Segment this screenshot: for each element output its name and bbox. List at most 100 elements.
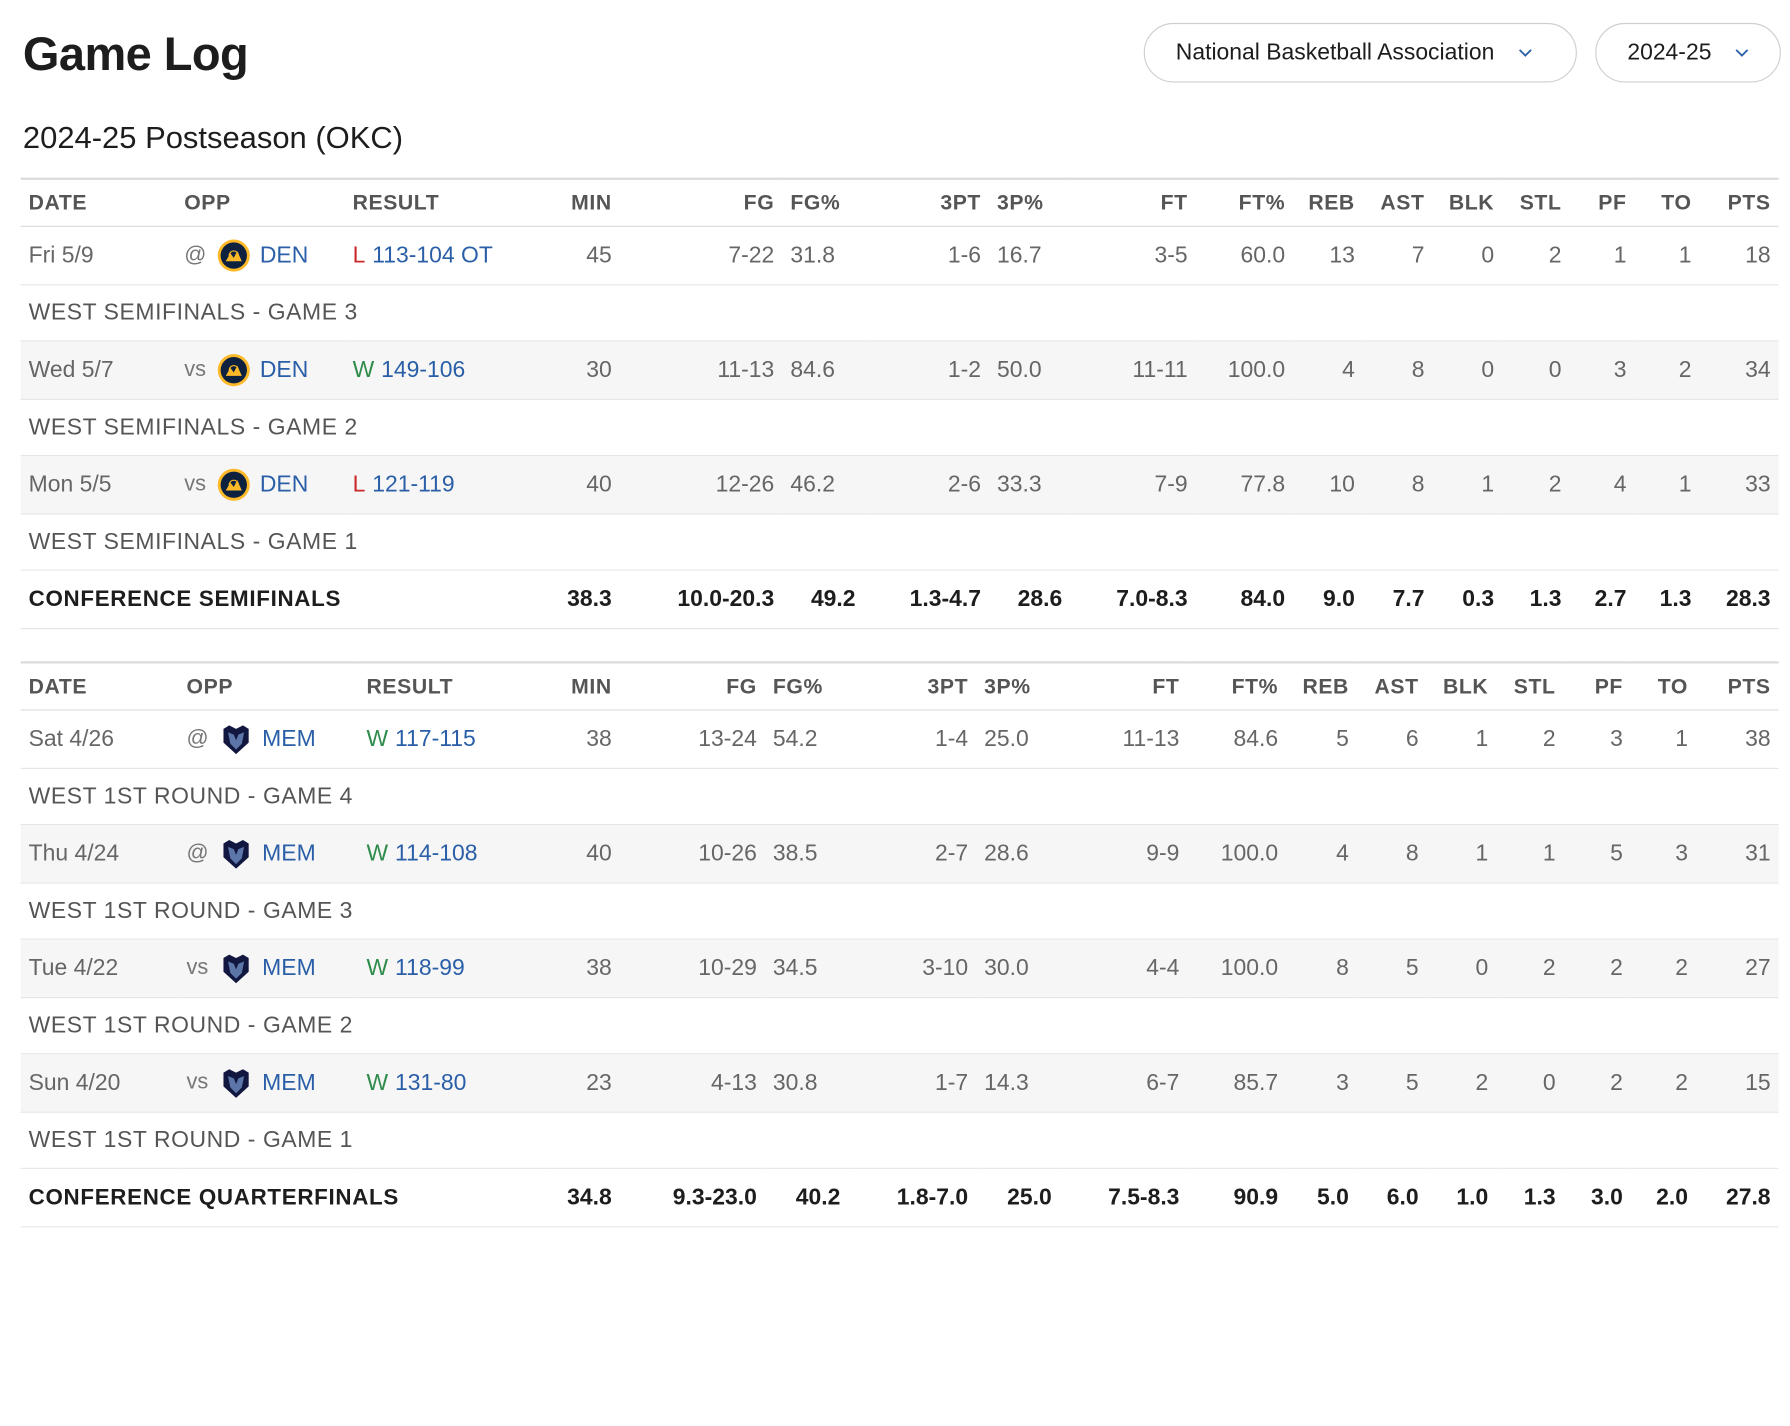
stat-cell-fg-pct: 46.2 — [782, 455, 864, 515]
stat-cell-fg: 7-22 — [619, 226, 783, 286]
totals-stat-cell: 49.2 — [782, 570, 864, 630]
stat-cell-pf: 2 — [1563, 939, 1631, 999]
season-select[interactable]: 2024-25 — [1595, 22, 1781, 83]
stat-cell-blk: 0 — [1426, 939, 1497, 999]
score-link[interactable]: 149-106 — [381, 356, 466, 383]
result-cell: W 118-99 — [358, 939, 551, 999]
table-header-row: DATE OPP RESULT MIN FG FG% 3PT 3P% FT FT% REB AST BL… — [20, 178, 1779, 227]
league-select[interactable]: National Basketball Association — [1143, 22, 1577, 83]
totals-stat-cell: 6.0 — [1356, 1168, 1427, 1228]
stat-cell-ft-pct: 85.7 — [1187, 1053, 1287, 1113]
table-row: Tue 4/22 vs MEM W 118-99 38 10-29 34.5 3-10 30.0 4… — [20, 939, 1779, 999]
grizzlies-logo-icon — [223, 1069, 249, 1098]
opponent-cell: @ MEM — [178, 709, 359, 769]
chevron-down-icon — [1736, 49, 1749, 57]
stat-cell-blk: 1 — [1432, 455, 1503, 515]
nuggets-logo-icon — [217, 354, 250, 387]
result-cell: W 149-106 — [344, 340, 554, 400]
column-header: 3PT — [927, 673, 969, 698]
home-away-indicator: vs — [184, 357, 207, 382]
stat-cell-fg-pct: 31.8 — [782, 226, 864, 286]
stat-cell-pts: 27 — [1695, 939, 1779, 999]
score-link[interactable]: 118-99 — [395, 955, 465, 981]
totals-stat-cell: 1.3 — [1502, 570, 1570, 630]
column-header: OPP — [186, 673, 234, 698]
stat-cell-pf: 3 — [1563, 709, 1631, 769]
totals-stat-cell: 34.8 — [550, 1168, 620, 1228]
stat-cell-ft: 4-4 — [1059, 939, 1188, 999]
stat-cell-blk: 0 — [1432, 340, 1503, 400]
stat-cell-3pt: 2-7 — [848, 824, 977, 884]
opponent-link[interactable]: DEN — [259, 242, 309, 268]
score-link[interactable]: 131-80 — [395, 1069, 467, 1096]
stat-cell-min: 40 — [553, 455, 620, 515]
stat-cell-to: 2 — [1630, 1053, 1696, 1113]
table-row: Fri 5/9 @ DEN L 113-104 OT 45 7-22 31.8 1-6 16.7 3… — [20, 226, 1779, 286]
opponent-link[interactable]: MEM — [262, 1069, 316, 1096]
game-date: Tue 4/22 — [20, 939, 179, 999]
stat-cell-fg-pct: 84.6 — [782, 340, 864, 400]
column-header: FT — [1160, 190, 1188, 215]
column-header: STL — [1513, 673, 1556, 698]
section-subtitle: 2024-25 Postseason (OKC) — [22, 120, 404, 155]
stat-cell-fg-pct: 54.2 — [764, 709, 849, 769]
score-link[interactable]: 121-119 — [372, 471, 455, 497]
stat-cell-stl: 2 — [1502, 455, 1570, 515]
stat-cell-ft-pct: 100.0 — [1187, 824, 1287, 884]
column-header: PF — [1594, 673, 1623, 698]
stat-cell-3p-pct: 33.3 — [988, 455, 1071, 515]
column-header: DATE — [28, 673, 88, 698]
stat-cell-ast: 8 — [1356, 824, 1427, 884]
totals-stat-cell: 0.3 — [1432, 570, 1503, 630]
stat-cell-ft: 11-13 — [1059, 709, 1188, 769]
opponent-link[interactable]: MEM — [262, 725, 316, 752]
game-log-table-semifinals: DATE OPP RESULT MIN FG FG% 3PT 3P% FT FT% REB AST BL… — [20, 178, 1779, 630]
stat-cell-3pt: 2-6 — [863, 455, 989, 515]
stat-cell-min: 40 — [550, 824, 620, 884]
stat-cell-blk: 1 — [1426, 709, 1497, 769]
column-header: REB — [1308, 190, 1355, 215]
totals-label: CONFERENCE QUARTERFINALS — [20, 1168, 551, 1228]
stat-cell-reb: 13 — [1293, 226, 1363, 286]
nuggets-logo-icon — [217, 239, 250, 272]
totals-stat-cell: 10.0-20.3 — [619, 570, 783, 630]
stat-cell-min: 23 — [550, 1053, 620, 1113]
stat-cell-fg-pct: 38.5 — [764, 824, 849, 884]
win-loss-indicator: W — [366, 840, 389, 866]
opponent-cell: vs MEM — [178, 939, 359, 999]
chevron-down-icon — [1518, 49, 1532, 57]
stat-cell-3pt: 3-10 — [848, 939, 977, 999]
opponent-link[interactable]: MEM — [262, 840, 316, 866]
stat-cell-pts: 33 — [1699, 455, 1779, 515]
score-link[interactable]: 114-108 — [395, 840, 478, 866]
stat-cell-reb: 4 — [1286, 824, 1357, 884]
game-log-table-quarterfinals: DATE OPP RESULT MIN FG FG% 3PT 3P% FT FT% REB AST BL… — [20, 661, 1779, 1228]
column-header: STL — [1519, 190, 1562, 215]
grizzlies-logo-icon — [223, 954, 249, 984]
opponent-link[interactable]: DEN — [259, 356, 309, 383]
column-header: 3PT — [940, 190, 981, 215]
stat-cell-to: 1 — [1630, 709, 1696, 769]
score-link[interactable]: 117-115 — [395, 725, 476, 752]
stat-cell-reb: 8 — [1286, 939, 1357, 999]
stat-cell-fg: 10-29 — [619, 939, 765, 999]
stat-cell-pf: 1 — [1569, 226, 1635, 286]
score-link[interactable]: 113-104 OT — [372, 242, 493, 268]
game-date: Sun 4/20 — [20, 1053, 179, 1113]
opponent-link[interactable]: DEN — [259, 471, 309, 497]
game-note: WEST 1ST ROUND - GAME 4 — [20, 768, 1779, 826]
column-header: FG — [743, 190, 775, 215]
stat-cell-min: 30 — [553, 340, 620, 400]
column-header: BLK — [1448, 190, 1495, 215]
table-row: Thu 4/24 @ MEM W 114-108 40 10-26 38.5 2-7 28.6 9-… — [20, 824, 1779, 884]
nuggets-logo-icon — [217, 468, 250, 501]
totals-stat-cell: 9.3-23.0 — [619, 1168, 765, 1228]
stat-cell-3pt: 1-6 — [863, 226, 989, 286]
result-cell: L 113-104 OT — [344, 226, 554, 286]
opponent-link[interactable]: MEM — [262, 955, 316, 981]
column-header: MIN — [571, 673, 612, 698]
totals-stat-cell: 40.2 — [764, 1168, 849, 1228]
stat-cell-to: 2 — [1630, 939, 1696, 999]
stat-cell-fg-pct: 34.5 — [764, 939, 849, 999]
stat-cell-min: 38 — [550, 939, 620, 999]
